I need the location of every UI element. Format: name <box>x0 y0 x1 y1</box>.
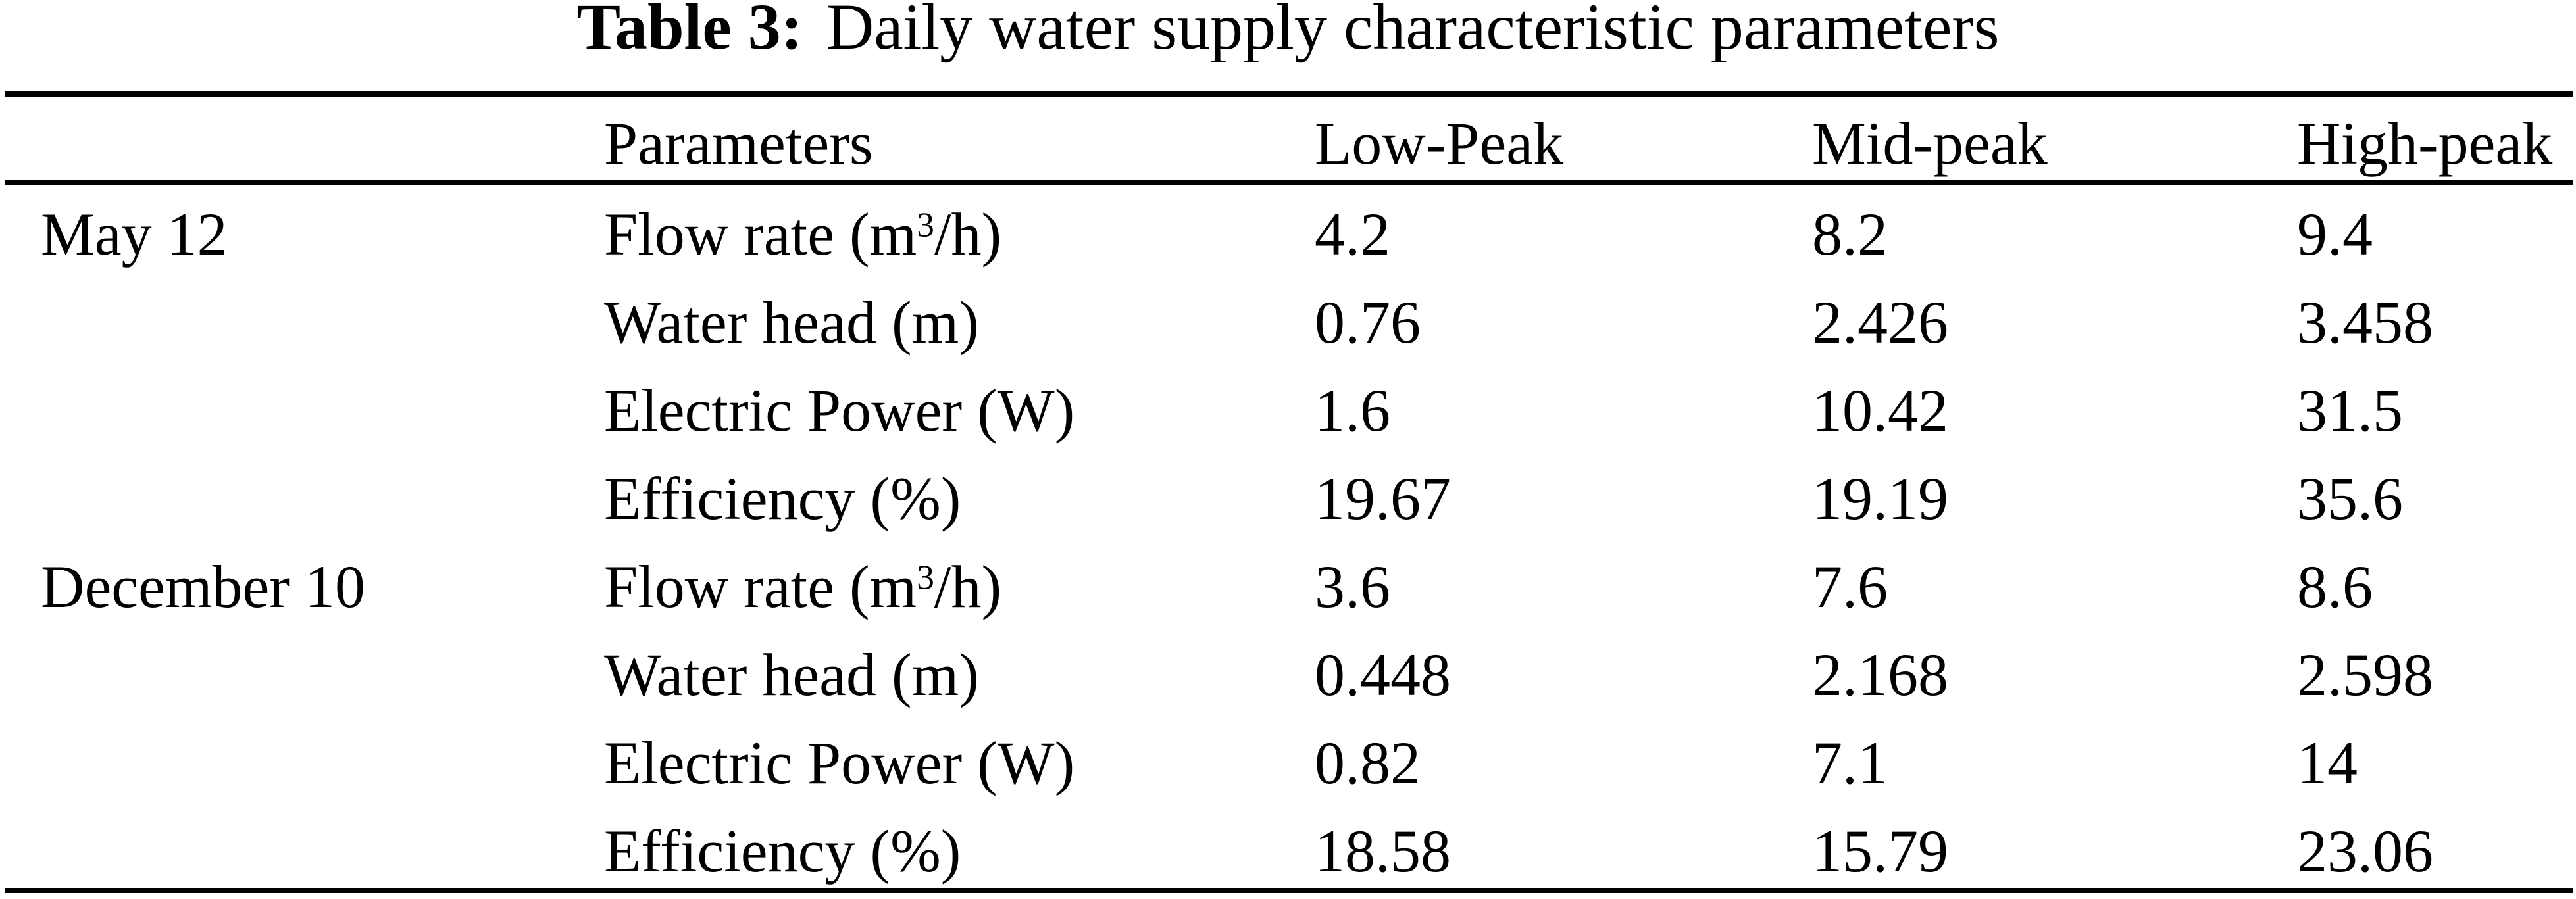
row-group-date: May 12 <box>41 201 228 268</box>
table-caption: Table 3: Daily water supply characteristi… <box>0 0 2576 71</box>
table-top-rule <box>5 91 2573 97</box>
parameter-cell: Efficiency (%) <box>604 817 961 885</box>
table-row: December 10 Flow rate (m3/h) 3.6 7.6 8.6 <box>0 543 2576 631</box>
parameter-cell: Flow rate (m3/h) <box>604 201 1002 268</box>
value-cell: 9.4 <box>2297 201 2373 268</box>
value-cell: 0.82 <box>1315 729 1421 796</box>
header-mid-peak: Mid-peak <box>1812 110 2048 177</box>
value-cell: 7.6 <box>1812 553 1888 620</box>
value-cell: 3.458 <box>2297 289 2433 356</box>
table-row: Water head (m) 0.76 2.426 3.458 <box>0 278 2576 366</box>
table-row: Water head (m) 0.448 2.168 2.598 <box>0 631 2576 719</box>
parameter-cell: Efficiency (%) <box>604 465 961 532</box>
parameter-cell: Electric Power (W) <box>604 377 1075 444</box>
value-cell: 14 <box>2297 729 2358 796</box>
value-cell: 31.5 <box>2297 377 2403 444</box>
parameter-cell: Flow rate (m3/h) <box>604 553 1002 620</box>
table-caption-text: Daily water supply characteristic parame… <box>826 0 2000 63</box>
value-cell: 7.1 <box>1812 729 1888 796</box>
value-cell: 2.168 <box>1812 641 1948 708</box>
header-low-peak: Low-Peak <box>1315 110 1564 177</box>
value-cell: 2.426 <box>1812 289 1948 356</box>
table-row: Electric Power (W) 1.6 10.42 31.5 <box>0 366 2576 454</box>
value-cell: 0.76 <box>1315 289 1421 356</box>
value-cell: 18.58 <box>1315 817 1451 885</box>
header-parameters: Parameters <box>604 110 873 177</box>
value-cell: 15.79 <box>1812 817 1948 885</box>
value-cell: 3.6 <box>1315 553 1390 620</box>
value-cell: 35.6 <box>2297 465 2403 532</box>
parameter-cell: Electric Power (W) <box>604 729 1075 796</box>
value-cell: 4.2 <box>1315 201 1390 268</box>
table-row: May 12 Flow rate (m3/h) 4.2 8.2 9.4 <box>0 190 2576 278</box>
value-cell: 1.6 <box>1315 377 1390 444</box>
value-cell: 10.42 <box>1812 377 1948 444</box>
value-cell: 19.67 <box>1315 465 1451 532</box>
table-row: Efficiency (%) 18.58 15.79 23.06 <box>0 807 2576 895</box>
parameter-cell: Water head (m) <box>604 641 979 708</box>
header-high-peak: High-peak <box>2297 110 2553 177</box>
value-cell: 23.06 <box>2297 817 2433 885</box>
value-cell: 0.448 <box>1315 641 1451 708</box>
table-row: Electric Power (W) 0.82 7.1 14 <box>0 719 2576 807</box>
value-cell: 8.6 <box>2297 553 2373 620</box>
table-header-rule <box>5 180 2573 185</box>
superscript: 3 <box>917 205 934 245</box>
row-group-date: December 10 <box>41 553 365 620</box>
parameter-cell: Water head (m) <box>604 289 979 356</box>
table-bottom-rule <box>5 888 2573 893</box>
value-cell: 19.19 <box>1812 465 1948 532</box>
table-caption-label: Table 3: <box>576 0 803 63</box>
superscript: 3 <box>917 557 934 597</box>
value-cell: 2.598 <box>2297 641 2433 708</box>
table-header-row: Parameters Low-Peak Mid-peak High-peak <box>0 99 2576 187</box>
table-row: Efficiency (%) 19.67 19.19 35.6 <box>0 454 2576 543</box>
value-cell: 8.2 <box>1812 201 1888 268</box>
